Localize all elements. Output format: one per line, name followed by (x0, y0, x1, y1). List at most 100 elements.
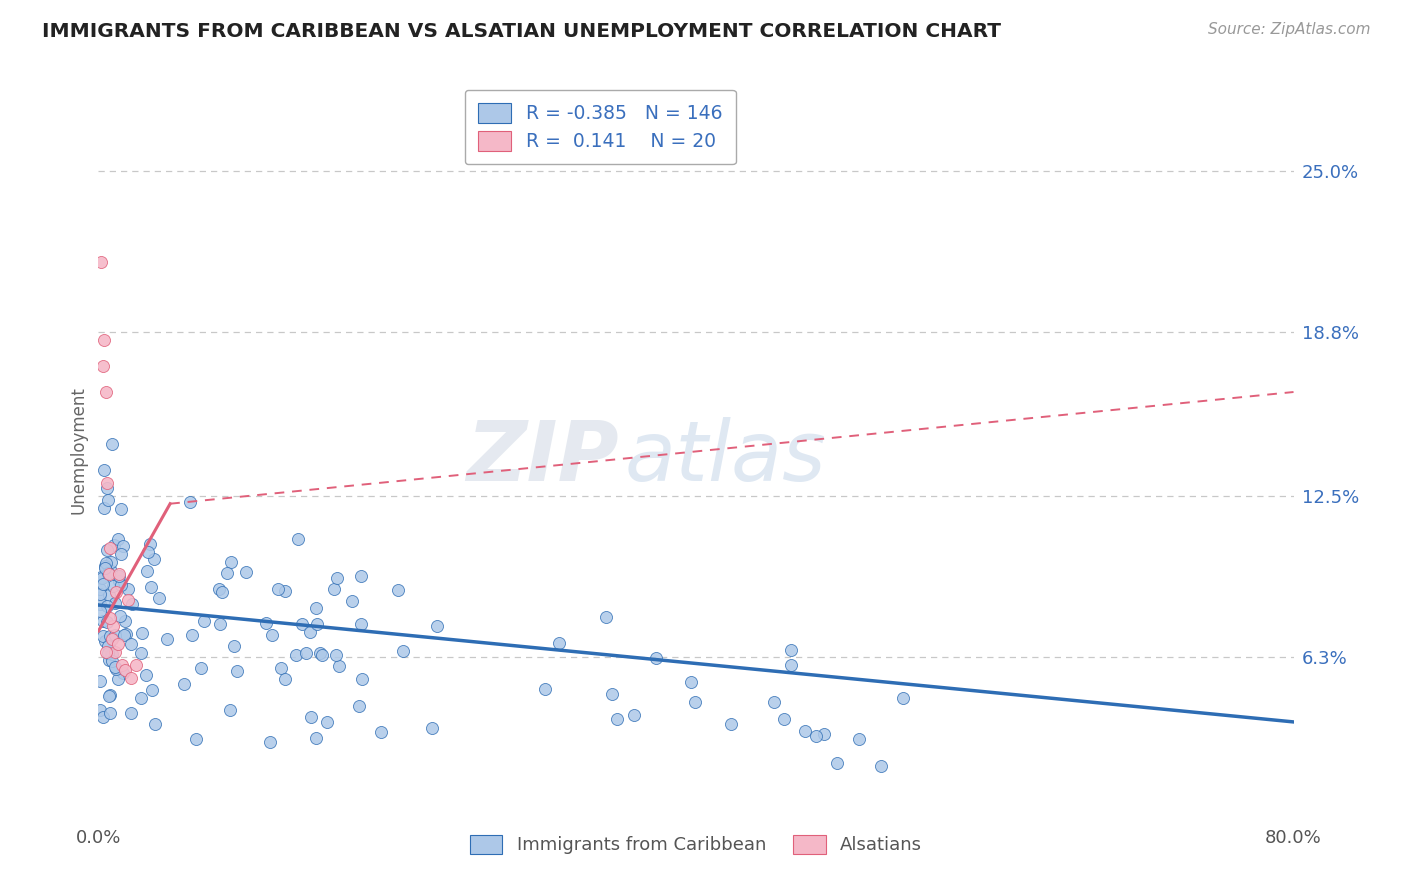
Point (316, 714, 339, 729)
Point (98, 689, 121, 703)
Point (211, 585, 233, 599)
Point (870, 759, 893, 773)
Point (104, 660, 127, 674)
Point (94, 384, 117, 399)
Point (426, 619, 449, 633)
Point (180, 628, 202, 642)
Point (217, 566, 239, 580)
Point (193, 614, 215, 628)
Point (305, 617, 328, 632)
Point (107, 637, 129, 651)
Point (135, 667, 157, 681)
Point (120, 637, 142, 651)
Text: Source: ZipAtlas.com: Source: ZipAtlas.com (1208, 22, 1371, 37)
Point (110, 578, 132, 592)
Point (94, 559, 117, 574)
Point (254, 615, 277, 630)
Point (291, 616, 314, 631)
Text: ZIP: ZIP (465, 417, 619, 499)
Point (96, 481, 118, 495)
Point (120, 706, 142, 720)
Point (308, 646, 330, 660)
Point (179, 495, 201, 509)
Point (97, 640, 120, 654)
Point (762, 695, 785, 709)
Point (91, 615, 114, 629)
Point (208, 582, 231, 596)
Point (100, 556, 122, 570)
Point (209, 617, 232, 632)
Point (645, 650, 668, 665)
Point (105, 662, 128, 676)
Point (101, 579, 124, 593)
Point (184, 731, 207, 746)
Point (100, 647, 122, 661)
Point (720, 717, 742, 731)
Point (391, 643, 413, 657)
Point (110, 502, 132, 516)
Point (111, 539, 134, 553)
Point (145, 716, 167, 731)
Point (114, 663, 136, 677)
Point (89, 703, 111, 717)
Point (112, 627, 135, 641)
Point (135, 565, 157, 579)
Point (139, 537, 162, 551)
Point (387, 582, 409, 597)
Point (595, 610, 617, 624)
Point (533, 682, 555, 697)
Point (270, 661, 292, 675)
Point (304, 731, 326, 745)
Point (284, 648, 307, 663)
Point (224, 639, 246, 653)
Point (225, 664, 247, 678)
Point (347, 698, 370, 713)
Point (93, 463, 115, 477)
Point (129, 690, 152, 705)
Point (311, 648, 333, 662)
Point (325, 648, 347, 662)
Point (98, 653, 121, 667)
Point (107, 673, 129, 687)
Point (328, 659, 350, 673)
Point (96, 615, 118, 630)
Point (93, 333, 115, 347)
Point (111, 657, 134, 672)
Point (125, 657, 148, 672)
Point (104, 596, 127, 610)
Point (101, 632, 124, 646)
Point (100, 654, 122, 668)
Point (89, 591, 111, 605)
Point (98, 541, 122, 555)
Point (370, 725, 392, 739)
Point (117, 582, 139, 597)
Point (98, 588, 121, 602)
Point (90, 570, 112, 584)
Point (804, 729, 827, 743)
Point (91, 571, 114, 585)
Point (274, 584, 297, 599)
Point (117, 592, 139, 607)
Point (97, 493, 120, 508)
Point (219, 702, 242, 716)
Point (848, 731, 870, 746)
Point (93, 634, 115, 648)
Point (136, 544, 159, 558)
Point (89, 587, 111, 601)
Point (98, 706, 121, 720)
Point (114, 614, 136, 628)
Point (299, 625, 322, 640)
Point (623, 707, 645, 722)
Point (420, 721, 443, 735)
Point (219, 555, 242, 569)
Point (110, 547, 132, 561)
Point (131, 646, 153, 660)
Point (121, 597, 143, 611)
Point (323, 582, 346, 596)
Point (780, 643, 803, 657)
Point (813, 727, 835, 741)
Point (779, 658, 801, 673)
Point (103, 538, 125, 552)
Point (108, 569, 131, 583)
Point (260, 628, 283, 642)
